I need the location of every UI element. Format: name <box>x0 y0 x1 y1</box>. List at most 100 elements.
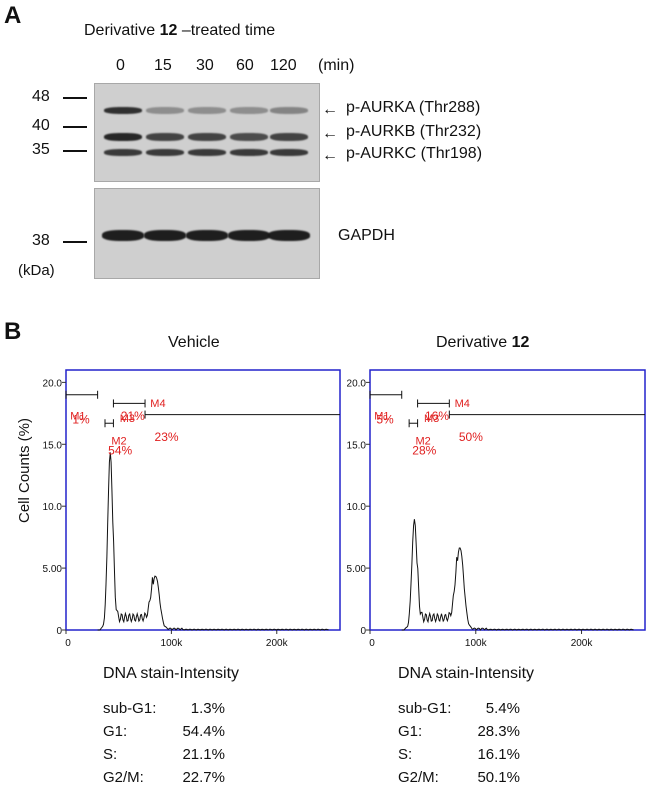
aurora-blot <box>94 83 320 182</box>
treatment-bold: 12 <box>159 22 178 39</box>
stats-row: sub-G1: 5.4% <box>398 700 520 717</box>
gate-name: M2 <box>111 435 126 447</box>
time-unit: (min) <box>318 57 355 74</box>
gate-name: M1 <box>70 411 85 423</box>
stats-label: sub-G1: <box>398 700 452 717</box>
stats-value: 22.7% <box>182 769 225 786</box>
stats-value: 1.3% <box>190 700 225 717</box>
band-gapdh <box>186 230 228 241</box>
plot-frame <box>65 369 341 631</box>
band-p-aurkb <box>104 133 142 141</box>
plot-title-derivative-bold: 12 <box>511 334 530 351</box>
gate-name: M2 <box>415 435 430 447</box>
x-axis-label-vehicle: DNA stain-Intensity <box>103 665 240 682</box>
band-gapdh <box>102 230 144 241</box>
gate-percent: 1% <box>72 413 90 427</box>
gate-name: M4 <box>455 398 470 410</box>
band-p-aurkc <box>146 149 184 156</box>
band-p-aurka <box>270 107 308 114</box>
y-tick-label: 0 <box>360 626 366 637</box>
treatment-title: Derivative 12 –treated time <box>84 22 275 40</box>
y-tick-label: 5.00 <box>347 564 367 575</box>
gate-percent: 50% <box>459 430 483 444</box>
time-label-15: 15 <box>154 57 172 74</box>
histogram-trace <box>401 519 634 631</box>
y-tick-label: 10.0 <box>347 502 367 513</box>
band-p-aurkb <box>270 133 308 141</box>
arrow-left-icon: ← <box>322 101 338 118</box>
gate-name: M3 <box>424 413 439 425</box>
stats-label: G1: <box>398 723 423 740</box>
stats-label: S: <box>398 746 413 763</box>
plot-title-derivative: Derivative 12 <box>436 334 529 352</box>
gate-percent: 54% <box>108 444 132 458</box>
gate-percent: 5% <box>376 413 394 427</box>
time-label-120: 120 <box>270 57 297 74</box>
x-tick-label: 0 <box>369 638 375 649</box>
mw-38: 38 <box>32 232 50 249</box>
x-tick-label: 200k <box>571 638 594 649</box>
stats-value: 28.3% <box>477 723 520 740</box>
arrow-left-icon: ← <box>322 147 338 164</box>
band-p-aurkb <box>230 133 268 141</box>
arrow-left-icon: ← <box>322 125 338 142</box>
gate-percent: 21% <box>121 409 145 423</box>
stats-row: S: 21.1% <box>103 746 225 763</box>
panel-b-letter: B <box>4 318 22 345</box>
plot-title-vehicle: Vehicle <box>168 334 220 352</box>
band-p-aurka <box>146 107 184 114</box>
band-gapdh <box>144 230 186 241</box>
label-p-aurka: p-AURKA (Thr288) <box>346 99 481 116</box>
band-p-aurkc <box>188 149 226 156</box>
stats-row: sub-G1: 1.3% <box>103 700 225 717</box>
x-tick-label: 200k <box>266 638 289 649</box>
y-tick-label: 5.00 <box>43 564 63 575</box>
gate-percent: 28% <box>412 444 436 458</box>
stats-label: G2/M: <box>103 769 144 786</box>
band-gapdh <box>228 230 270 241</box>
x-tick-label: 100k <box>161 638 184 649</box>
y-tick-label: 0 <box>56 626 62 637</box>
y-tick-label: 20.0 <box>347 378 367 389</box>
y-tick-label: 10.0 <box>43 502 63 513</box>
stats-value: 16.1% <box>477 746 520 763</box>
time-label-0: 0 <box>116 57 125 74</box>
stats-value: 5.4% <box>485 700 520 717</box>
gate-name: M4 <box>150 398 165 410</box>
stats-row: S: 16.1% <box>398 746 520 763</box>
stats-row: G1: 54.4% <box>103 723 225 740</box>
time-label-30: 30 <box>196 57 214 74</box>
stats-row: G2/M: 22.7% <box>103 769 225 786</box>
band-p-aurka <box>104 107 142 114</box>
mw-38-tick <box>63 241 87 243</box>
stats-value: 54.4% <box>182 723 225 740</box>
treatment-prefix: Derivative <box>84 22 160 39</box>
gate-name: M1 <box>374 411 389 423</box>
band-p-aurkc <box>270 149 308 156</box>
mw-35: 35 <box>32 141 50 158</box>
stats-label: G1: <box>103 723 128 740</box>
y-tick-label: 15.0 <box>347 440 367 451</box>
gate-percent: 23% <box>155 430 179 444</box>
x-axis-label-derivative: DNA stain-Intensity <box>398 665 535 682</box>
x-tick-label: 100k <box>465 638 488 649</box>
y-tick-label: 15.0 <box>43 440 63 451</box>
stats-label: G2/M: <box>398 769 439 786</box>
y-tick-label: 20.0 <box>43 378 63 389</box>
mw-40: 40 <box>32 117 50 134</box>
label-gapdh: GAPDH <box>338 227 395 244</box>
mw-35-tick <box>63 150 87 152</box>
mw-48-tick <box>63 97 87 99</box>
band-p-aurka <box>230 107 268 114</box>
plot-title-vehicle-text: Vehicle <box>168 334 220 351</box>
stats-value: 21.1% <box>182 746 225 763</box>
stats-value: 50.1% <box>477 769 520 786</box>
label-p-aurkc: p-AURKC (Thr198) <box>346 145 483 162</box>
treatment-suffix: –treated time <box>177 22 276 39</box>
stats-label: sub-G1: <box>103 700 157 717</box>
plot-title-derivative-text: Derivative <box>436 334 512 351</box>
band-gapdh <box>268 230 310 241</box>
